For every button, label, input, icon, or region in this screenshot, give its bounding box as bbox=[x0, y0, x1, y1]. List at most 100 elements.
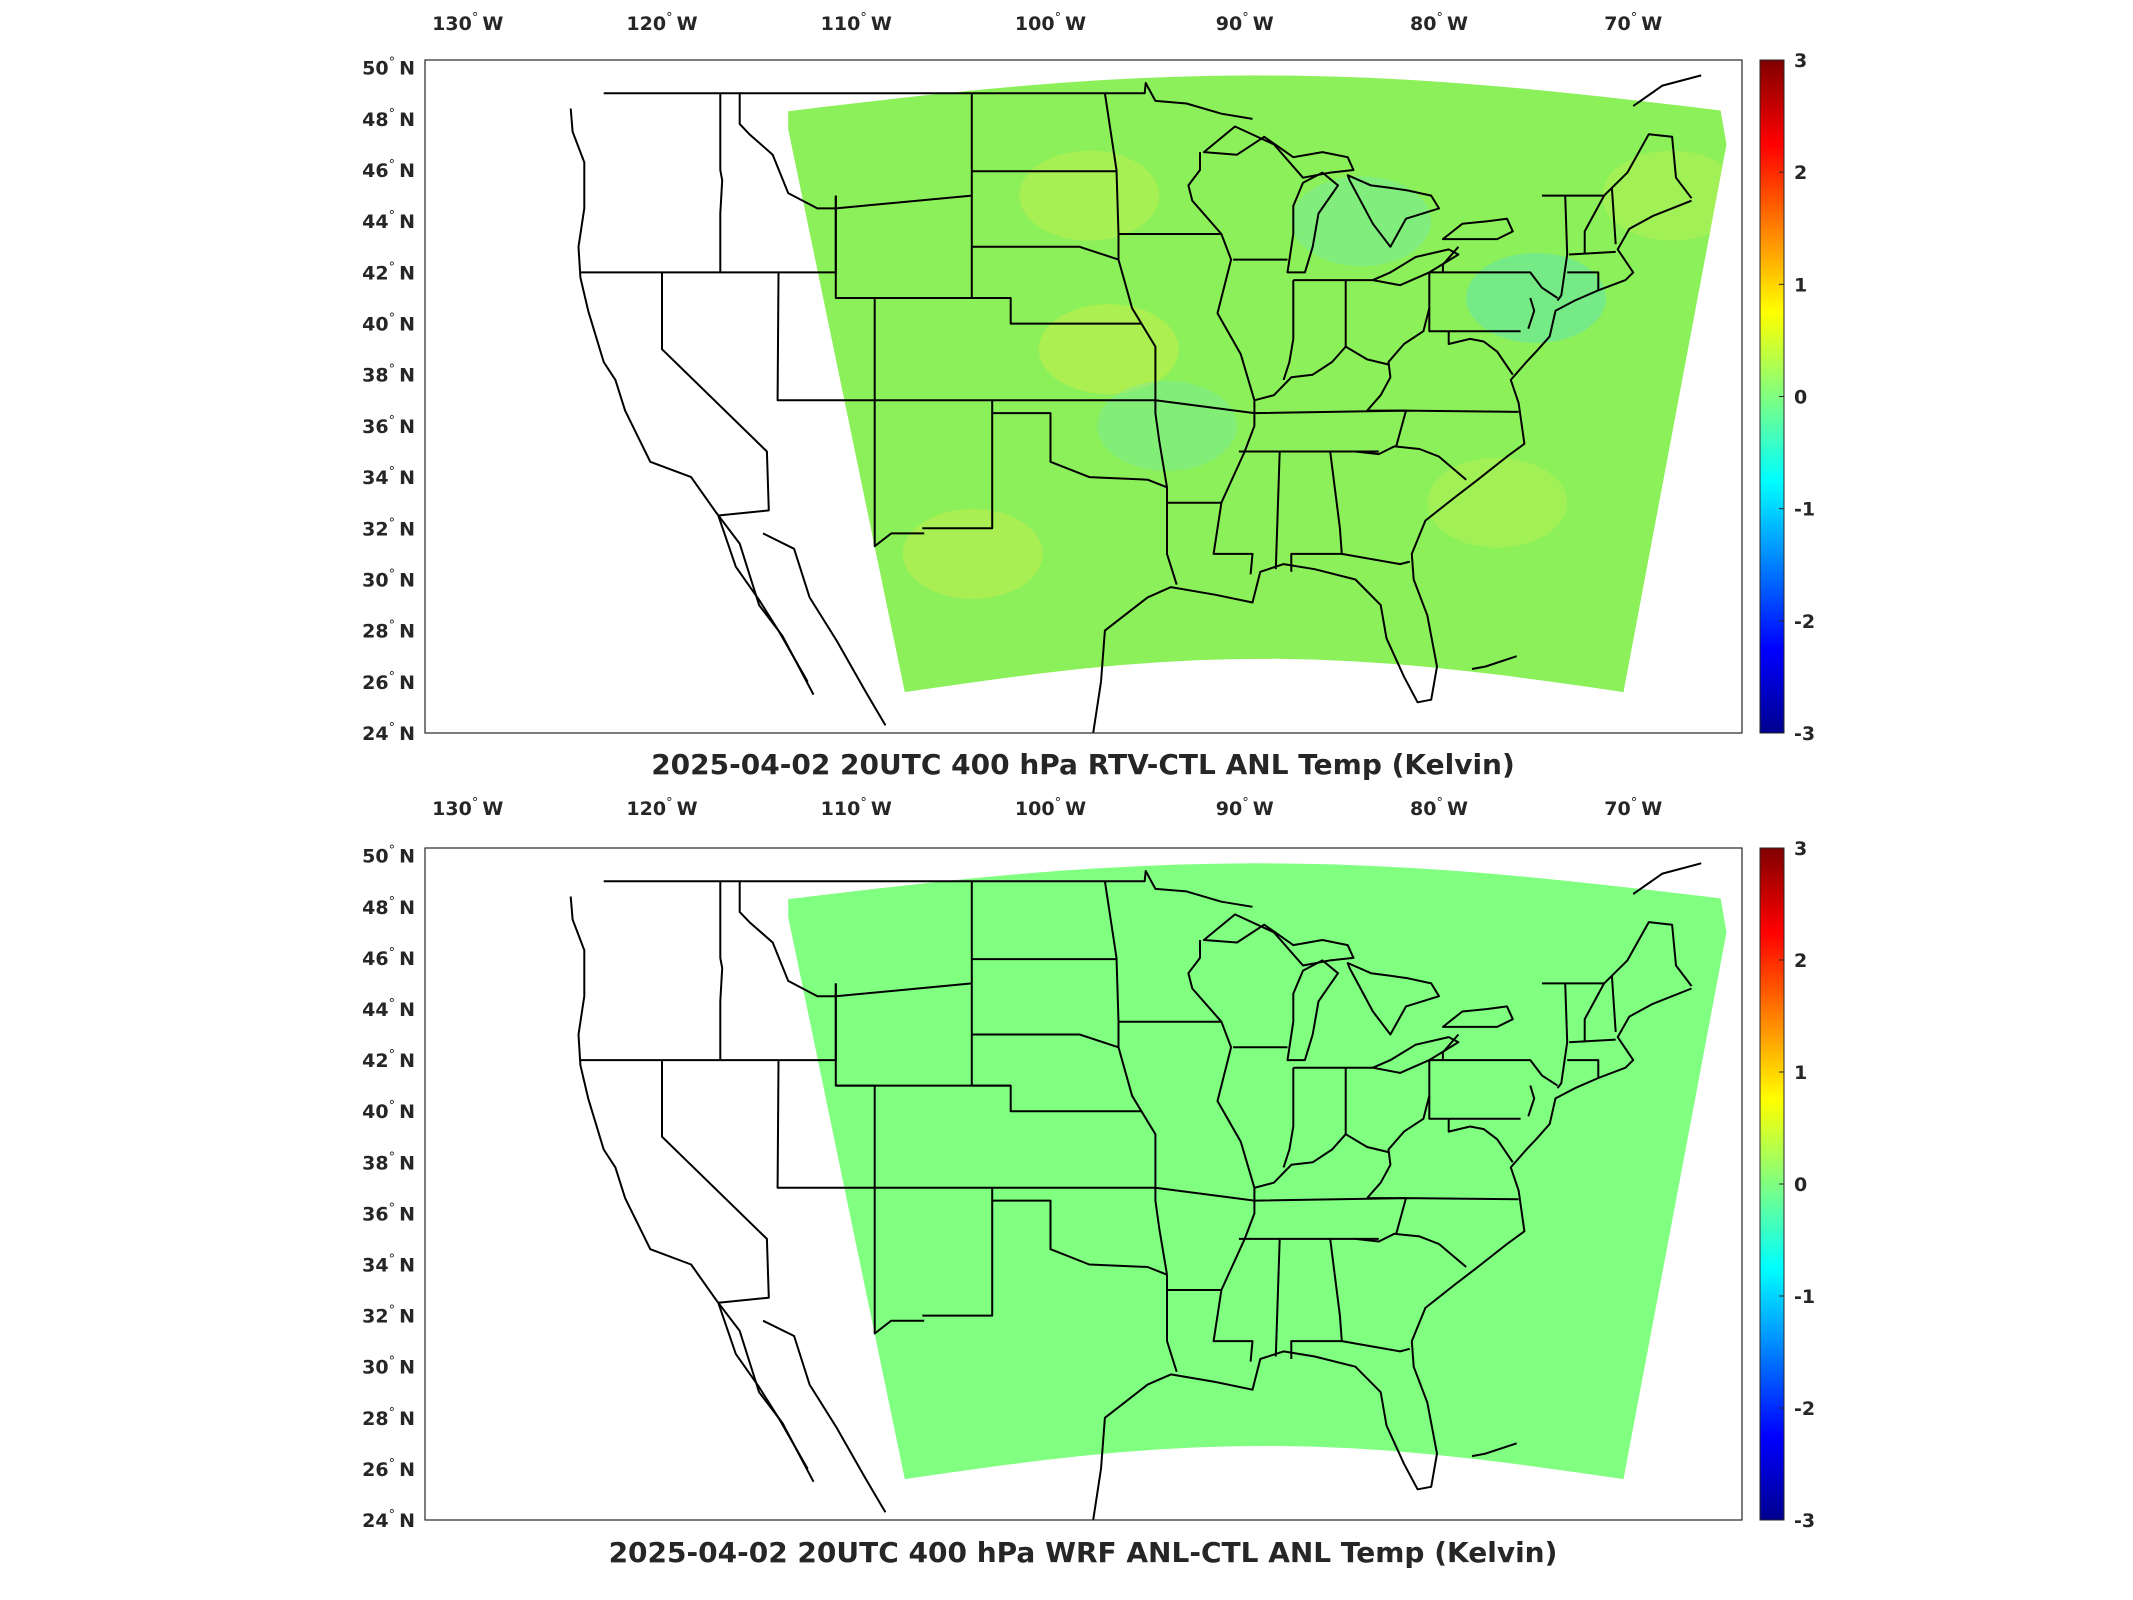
field-anomaly bbox=[1097, 380, 1238, 471]
colorbar-tick-label: -1 bbox=[1794, 1286, 1815, 1308]
lon-tick-label: 70° W bbox=[1604, 796, 1662, 820]
state-border bbox=[1274, 1238, 1281, 1357]
great-lake-outline bbox=[1286, 171, 1339, 274]
lat-tick-label: 24° N bbox=[362, 1508, 415, 1532]
field-anomaly bbox=[1427, 457, 1568, 548]
lat-tick-label: 28° N bbox=[362, 619, 415, 643]
field-anomaly bbox=[1038, 304, 1179, 395]
colorbar-tick-label: -3 bbox=[1794, 1510, 1815, 1532]
lon-tick-label: 90° W bbox=[1216, 11, 1274, 35]
coastline bbox=[1092, 1468, 1102, 1520]
lat-tick-label: 26° N bbox=[362, 670, 415, 694]
state-border bbox=[971, 245, 1119, 261]
lon-tick-label: 110° W bbox=[821, 11, 892, 35]
colorbar-tick-label: 0 bbox=[1794, 387, 1807, 409]
lat-tick-label: 50° N bbox=[362, 56, 415, 80]
coastline bbox=[1471, 1442, 1518, 1458]
lat-tick-label: 38° N bbox=[362, 1150, 415, 1174]
lat-tick-label: 30° N bbox=[362, 1355, 415, 1379]
lat-tick-label: 50° N bbox=[362, 844, 415, 868]
colorbar-tick-label: 2 bbox=[1794, 950, 1807, 972]
colorbar-tick-label: 3 bbox=[1794, 50, 1807, 72]
field-anomaly bbox=[1602, 150, 1727, 241]
state-border bbox=[1569, 1038, 1616, 1044]
great-lake-outline bbox=[1286, 959, 1339, 1062]
lat-tick-label: 44° N bbox=[362, 209, 415, 233]
state-border bbox=[719, 93, 724, 273]
state-border bbox=[580, 195, 837, 274]
state-border bbox=[1527, 1085, 1536, 1117]
great-lake-outline bbox=[1346, 174, 1440, 248]
state-border bbox=[661, 1060, 770, 1304]
coastline bbox=[603, 870, 1253, 908]
field-layer bbox=[788, 75, 1727, 693]
field-anomaly bbox=[1466, 252, 1607, 343]
lat-tick-label: 46° N bbox=[362, 946, 415, 970]
colorbar-tick-label: -2 bbox=[1794, 611, 1815, 633]
great-lake-outline bbox=[1441, 217, 1514, 241]
state-border bbox=[1603, 921, 1693, 987]
great-lake-outline bbox=[1202, 913, 1355, 967]
state-border bbox=[1366, 1095, 1431, 1199]
state-border bbox=[1103, 93, 1178, 585]
state-border bbox=[661, 272, 770, 517]
state-border bbox=[922, 1200, 994, 1317]
state-border bbox=[1366, 307, 1431, 412]
state-border bbox=[834, 195, 925, 548]
state-border bbox=[1583, 982, 1605, 1043]
coastline bbox=[569, 896, 815, 1483]
lon-tick-label: 100° W bbox=[1015, 11, 1086, 35]
state-border bbox=[1569, 250, 1616, 256]
state-border bbox=[971, 1033, 1119, 1049]
coastline bbox=[1632, 74, 1702, 107]
state-border bbox=[719, 881, 724, 1061]
lat-tick-label: 36° N bbox=[362, 414, 415, 438]
field-noise bbox=[788, 75, 1727, 693]
state-border bbox=[1567, 1059, 1600, 1078]
coastline bbox=[603, 82, 1253, 120]
state-border bbox=[1103, 881, 1178, 1373]
state-border bbox=[1610, 975, 1617, 1033]
state-border bbox=[1395, 1197, 1407, 1235]
state-border bbox=[1355, 1232, 1467, 1268]
colorbar-tick-label: -3 bbox=[1794, 723, 1815, 745]
lat-tick-label: 28° N bbox=[362, 1406, 415, 1430]
state-border bbox=[1556, 983, 1569, 1089]
state-border bbox=[1428, 1060, 1521, 1120]
field-anomaly bbox=[902, 508, 1043, 599]
colorbar-tick-label: 0 bbox=[1794, 1174, 1807, 1196]
state-border bbox=[1118, 233, 1256, 575]
state-border bbox=[1442, 1059, 1559, 1087]
coastline bbox=[1092, 681, 1102, 733]
state-border bbox=[1583, 195, 1605, 255]
state-border bbox=[1282, 280, 1295, 381]
lat-tick-label: 40° N bbox=[362, 312, 415, 336]
state-border bbox=[1341, 1340, 1411, 1353]
coastline bbox=[717, 1302, 809, 1470]
lon-tick-label: 130° W bbox=[432, 11, 503, 35]
state-border bbox=[834, 983, 925, 1335]
coastline bbox=[1100, 199, 1692, 704]
lat-tick-label: 48° N bbox=[362, 895, 415, 919]
lon-tick-label: 120° W bbox=[626, 11, 697, 35]
panel-rtv-ctl: 130° W 120° W 110° W 100° W 90° W 80° W 70° W 50° N 48° N… bbox=[362, 11, 1815, 781]
state-border bbox=[1187, 152, 1223, 235]
state-border bbox=[922, 413, 994, 530]
lat-tick-label: 36° N bbox=[362, 1201, 415, 1225]
lat-tick-label: 30° N bbox=[362, 567, 415, 591]
lat-tick-label: 46° N bbox=[362, 158, 415, 182]
lat-tick-label: 24° N bbox=[362, 721, 415, 745]
state-border bbox=[1187, 940, 1223, 1023]
state-border bbox=[1442, 1033, 1460, 1054]
coastline bbox=[569, 108, 815, 696]
field-anomaly bbox=[1019, 150, 1160, 241]
state-border bbox=[1442, 271, 1559, 299]
field-swath bbox=[788, 863, 1727, 1480]
lon-tick-label: 100° W bbox=[1015, 796, 1086, 820]
state-border bbox=[1254, 1133, 1389, 1189]
lon-tick-label: 110° W bbox=[821, 796, 892, 820]
colorbar-tick-label: -2 bbox=[1794, 1398, 1815, 1420]
lon-tick-label: 130° W bbox=[432, 796, 503, 820]
map-frame bbox=[424, 59, 1743, 734]
